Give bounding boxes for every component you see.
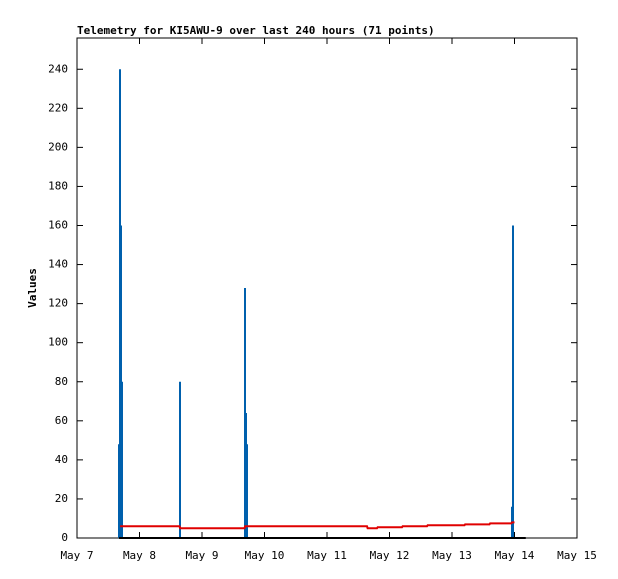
- series-line: [120, 521, 515, 530]
- x-tick-label: May 11: [307, 549, 347, 562]
- y-tick-label: 40: [55, 453, 68, 466]
- x-tick-label: May 8: [123, 549, 156, 562]
- y-axis-label: Values: [26, 268, 39, 308]
- x-tick-label: May 14: [495, 549, 535, 562]
- y-tick-label: 200: [48, 140, 68, 153]
- plot-frame: [76, 37, 578, 539]
- x-tick-label: May 7: [60, 549, 93, 562]
- x-tick-label: May 13: [432, 549, 472, 562]
- y-tick-label: 140: [48, 258, 68, 271]
- x-tick-label: May 10: [245, 549, 285, 562]
- y-tick-label: 160: [48, 219, 68, 232]
- x-tick-label: May 15: [557, 549, 597, 562]
- y-tick-label: 220: [48, 101, 68, 114]
- x-tick-label: May 9: [185, 549, 218, 562]
- y-tick-label: 120: [48, 297, 68, 310]
- y-tick-label: 0: [61, 531, 68, 544]
- y-tick-label: 80: [55, 375, 68, 388]
- x-tick-label: May 12: [370, 549, 410, 562]
- chart-title: Telemetry for KI5AWU-9 over last 240 hou…: [77, 24, 435, 37]
- y-tick-label: 100: [48, 336, 68, 349]
- y-tick-label: 180: [48, 179, 68, 192]
- y-tick-label: 20: [55, 492, 68, 505]
- y-tick-label: 240: [48, 62, 68, 75]
- y-tick-label: 60: [55, 414, 68, 427]
